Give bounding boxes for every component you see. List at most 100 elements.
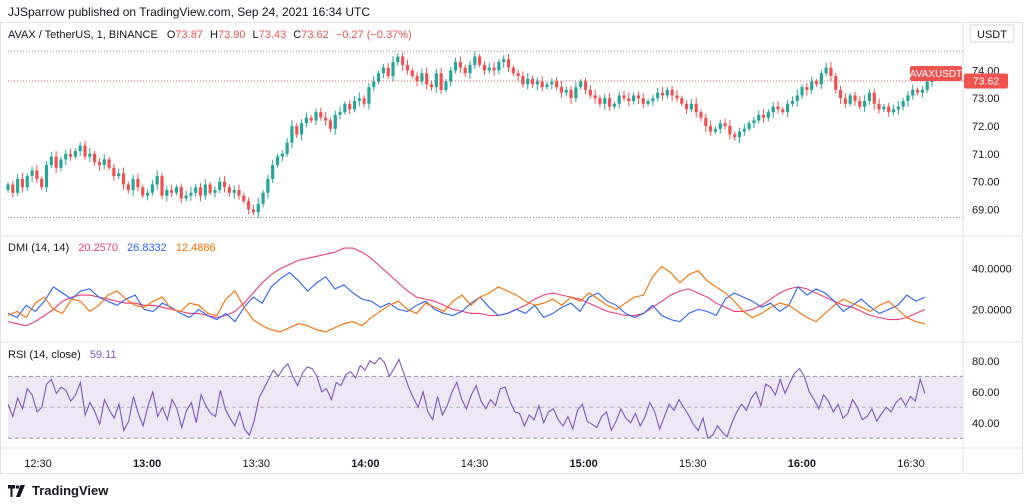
candle: [516, 69, 520, 81]
candle-body: [425, 73, 429, 85]
candle-body: [901, 101, 905, 107]
candle: [401, 52, 405, 71]
candle-body: [761, 114, 766, 118]
candle: [742, 123, 746, 136]
candle: [170, 184, 174, 197]
candle: [64, 149, 68, 166]
rsi-legend: RSI (14, close) 59.11: [8, 349, 117, 361]
candle-body: [40, 178, 44, 188]
candle: [800, 84, 804, 100]
dmi-pane[interactable]: DMI (14, 14) 20.2570 26.8332 12.4886 20.…: [7, 242, 1012, 333]
price-tick-label: 69.00: [972, 204, 1000, 216]
candle-body: [170, 190, 174, 193]
candle-body: [319, 112, 323, 118]
low-value: 73.43: [259, 29, 287, 41]
candle-body: [511, 67, 515, 74]
candle: [920, 86, 924, 98]
tradingview-logo-icon: [8, 484, 25, 497]
candle: [497, 59, 501, 75]
candle-body: [516, 73, 520, 76]
candle-body: [299, 123, 304, 135]
candle: [603, 94, 607, 110]
candle-body: [362, 98, 366, 104]
candle: [271, 159, 275, 184]
candle: [511, 65, 515, 76]
candle: [396, 53, 400, 66]
candle: [184, 190, 188, 202]
candle: [136, 173, 140, 192]
candle: [665, 86, 669, 100]
candle-body: [718, 123, 722, 129]
candle-body: [814, 81, 819, 85]
candle-body: [314, 112, 318, 121]
open-value: 73.87: [175, 29, 203, 41]
candle: [280, 150, 284, 162]
candle: [569, 85, 573, 105]
candle-body: [800, 87, 804, 96]
candle-body: [189, 192, 193, 196]
candle: [689, 99, 693, 113]
candle-body: [752, 120, 756, 124]
candle: [256, 198, 260, 218]
candle-body: [771, 106, 775, 113]
candle-body: [401, 56, 405, 65]
candle: [627, 92, 631, 107]
rsi-line-group: [7, 356, 926, 440]
candle: [107, 156, 111, 171]
time-tick-label: 12:30: [24, 458, 52, 470]
candle-body: [453, 62, 458, 71]
candle-body: [237, 190, 241, 196]
candle-body: [126, 184, 130, 191]
time-tick-label: 14:00: [351, 458, 379, 470]
candle: [680, 95, 684, 107]
candle-body: [68, 153, 73, 157]
candle: [607, 92, 612, 111]
footer: TradingView: [8, 483, 108, 498]
candle: [328, 117, 333, 133]
candle-body: [733, 134, 737, 138]
candle-body: [145, 192, 150, 196]
candle-body: [545, 84, 549, 88]
candle: [405, 59, 410, 75]
candle-body: [583, 81, 588, 90]
candle-body: [458, 62, 462, 68]
dmi-axis: 20.0000 40.0000: [972, 264, 1012, 317]
candle: [367, 82, 371, 110]
time-tick-label: 15:30: [679, 458, 707, 470]
candle-body: [622, 95, 626, 99]
candle-body: [16, 178, 20, 193]
candle: [376, 70, 381, 85]
candle-body: [737, 131, 742, 138]
candle: [694, 97, 698, 118]
candle: [786, 100, 790, 117]
candle-body: [194, 187, 198, 193]
candle: [372, 76, 376, 92]
candle-body: [680, 98, 684, 104]
currency-label[interactable]: USDT: [969, 24, 1015, 43]
candle-body: [73, 151, 77, 157]
dmi-legend: DMI (14, 14) 20.2570 26.8332 12.4886: [8, 242, 216, 254]
last-price-text: 73.62: [973, 75, 999, 87]
candle: [68, 148, 73, 161]
rsi-pane[interactable]: RSI (14, close) 59.11 40.00 60.00 80.00: [7, 349, 1000, 440]
candle-body: [742, 128, 746, 132]
candle-body: [872, 92, 876, 104]
candle-body: [911, 89, 915, 96]
candle: [684, 100, 689, 115]
candle-body: [728, 126, 732, 135]
time-tick-label: 15:00: [570, 458, 598, 470]
candle: [819, 69, 823, 90]
candle: [391, 56, 395, 82]
candle-body: [150, 184, 154, 193]
candle-body: [391, 62, 395, 76]
candle: [906, 91, 910, 107]
candle-body: [155, 176, 159, 185]
candle: [304, 112, 308, 128]
candle-body: [473, 56, 477, 65]
time-axis[interactable]: 12:30 13:00 13:30 14:00 14:30 15:00 15:30 16:00…: [24, 458, 925, 470]
candle-body: [535, 81, 539, 85]
candle: [901, 97, 905, 111]
candle: [299, 119, 304, 141]
